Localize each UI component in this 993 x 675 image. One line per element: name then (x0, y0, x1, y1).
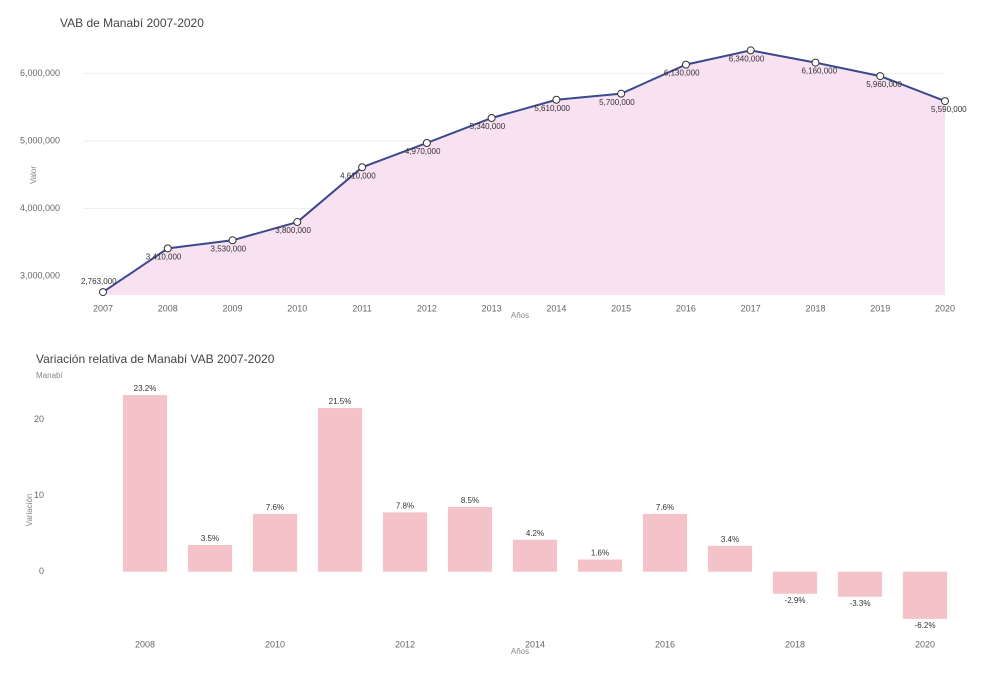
x-tick-label: 2016 (655, 639, 675, 649)
data-label: 5,700,000 (599, 98, 635, 107)
data-label: 5,340,000 (470, 122, 506, 131)
bar (772, 571, 818, 594)
x-tick-label: 2010 (287, 303, 307, 313)
bar (837, 571, 883, 597)
x-tick-label: 2014 (525, 639, 545, 649)
point (228, 236, 237, 245)
point (163, 244, 172, 253)
data-label: 7.6% (656, 503, 674, 512)
point (746, 46, 755, 55)
x-tick-label: 2016 (676, 303, 696, 313)
point (876, 72, 885, 81)
x-tick-label: 2010 (265, 639, 285, 649)
point (487, 113, 496, 122)
point (617, 89, 626, 98)
bar (382, 512, 428, 572)
x-tick-label: 2008 (158, 303, 178, 313)
y-tick-label: 3,000,000 (20, 270, 60, 280)
y-tick-label: 20 (34, 414, 44, 424)
data-label: 3.4% (721, 535, 739, 544)
data-label: 6,340,000 (729, 55, 765, 64)
data-label: 1.6% (591, 549, 609, 558)
x-tick-label: 2019 (870, 303, 890, 313)
data-label: 3,800,000 (275, 226, 311, 235)
x-tick-label: 2008 (135, 639, 155, 649)
x-axis-label: Años (511, 647, 529, 656)
y-axis-label: Variación (25, 494, 34, 527)
x-tick-label: 2015 (611, 303, 631, 313)
point (811, 58, 820, 67)
data-label: 3,410,000 (146, 252, 182, 261)
data-label: 5,610,000 (534, 104, 570, 113)
x-tick-label: 2009 (223, 303, 243, 313)
line (102, 49, 946, 293)
bar (122, 395, 168, 572)
x-tick-label: 2007 (93, 303, 113, 313)
bar (577, 559, 623, 572)
chart-title: Variación relativa de Manabí VAB 2007-20… (36, 352, 275, 366)
data-label: 7.6% (266, 503, 284, 512)
chart-title: VAB de Manabí 2007-2020 (60, 16, 204, 30)
x-tick-label: 2018 (785, 639, 805, 649)
data-label: 4,970,000 (405, 147, 441, 156)
data-label: 3,530,000 (211, 244, 247, 253)
point (293, 218, 302, 227)
y-tick-label: 4,000,000 (20, 203, 60, 213)
data-label: 5,590,000 (931, 105, 967, 114)
point (422, 138, 431, 147)
y-tick-label: 10 (34, 490, 44, 500)
y-tick-label: 6,000,000 (20, 68, 60, 78)
data-label: 6,130,000 (664, 69, 700, 78)
x-tick-label: 2017 (741, 303, 761, 313)
x-tick-label: 2018 (805, 303, 825, 313)
data-label: 8.5% (461, 496, 479, 505)
y-tick-label: 0 (39, 566, 44, 576)
data-label: 5,960,000 (866, 80, 902, 89)
x-tick-label: 2012 (395, 639, 415, 649)
bar (187, 545, 233, 572)
x-tick-label: 2020 (935, 303, 955, 313)
data-label: 4.2% (526, 529, 544, 538)
x-tick-label: 2012 (417, 303, 437, 313)
data-label: 21.5% (329, 397, 352, 406)
bar (642, 513, 688, 572)
point (99, 288, 107, 297)
x-tick-label: 2014 (546, 303, 566, 313)
x-tick-label: 2020 (915, 639, 935, 649)
bar (902, 571, 948, 619)
data-label: -3.3% (850, 599, 871, 608)
y-axis-label: Valor (29, 166, 38, 184)
data-label: 7.8% (396, 501, 414, 510)
point (681, 60, 690, 69)
x-tick-label: 2013 (482, 303, 502, 313)
data-label: 3.5% (201, 534, 219, 543)
area (103, 50, 945, 295)
bar (317, 408, 363, 572)
bar (447, 507, 493, 572)
data-label: 6,160,000 (801, 67, 837, 76)
data-label: 23.2% (134, 384, 157, 393)
x-axis-label: Años (511, 311, 529, 320)
x-tick-label: 2011 (352, 303, 371, 313)
data-label: 2,763,000 (81, 277, 117, 286)
point (552, 95, 561, 104)
data-label: -6.2% (915, 621, 936, 630)
bar (707, 545, 753, 572)
data-label: 4,610,000 (340, 171, 376, 180)
bar (252, 513, 298, 572)
data-label: -2.9% (785, 596, 806, 605)
point (358, 163, 367, 172)
bar (512, 539, 558, 572)
point (941, 97, 949, 106)
y-tick-label: 5,000,000 (20, 135, 60, 145)
chart-subtitle: Manabí (36, 371, 63, 380)
